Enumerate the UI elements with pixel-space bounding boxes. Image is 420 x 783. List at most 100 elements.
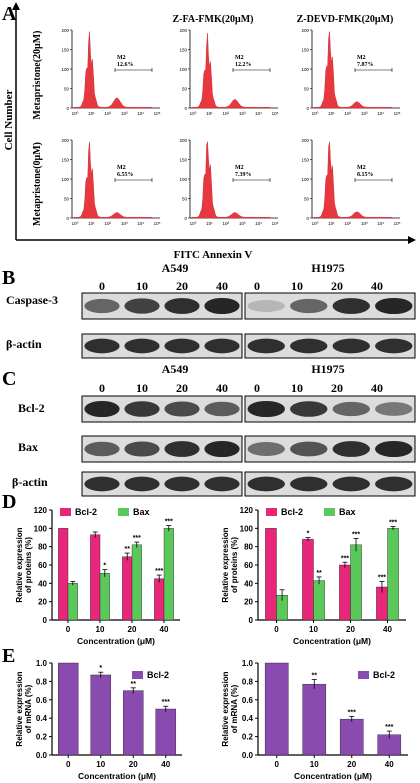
panel-c: A549 H1975 0 10 20 40 0 10 20 40 Bcl-2 Bax β-ac… [12,362,416,497]
histogram-x-tick-label: 10⁰ [190,221,197,226]
significance-mark: ** [131,681,137,688]
histogram-y-tick-label: 150 [179,48,187,53]
histogram-3: 0 50 100 150 200 10⁰ 10¹ 10² 10³ 10⁴ 10⁵ M27.87% [301,28,400,116]
b-dose-labels: 0 10 20 40 0 10 20 40 [99,279,383,293]
chart-y-tick-label: 100 [240,524,254,533]
histogram-y-tick-label: 0 [66,106,69,111]
histogram-x-tick-label: 10⁴ [377,111,384,116]
c-a549-bcl2-band [124,401,160,417]
dose-label: 10 [291,381,303,395]
legend-label-bax: Bax [133,507,150,517]
histogram-x-tick-label: 10¹ [88,111,95,116]
histogram-y-tick-label: 100 [301,67,309,72]
chart-y-label: Relative expression [15,527,24,602]
significance-mark: *** [352,531,360,538]
chart-y-tick-label: 0.6 [36,696,48,705]
b-h1975-bactin-band [332,338,370,354]
significance-mark: *** [378,575,386,582]
bar-bcl-2-0 [58,528,69,621]
dose-label: 20 [331,381,343,395]
significance-mark: * [103,563,106,570]
c-h1975-bcl2-band [247,400,285,418]
histogram-x-tick-label: 10³ [361,111,368,116]
chart-x-label: Concentration (μM) [293,636,371,646]
c-cell-line-a549: A549 [162,362,189,376]
histogram-x-tick-label: 10¹ [206,111,213,116]
legend-label: Bcl-2 [373,670,395,680]
histogram-y-tick-label: 200 [179,138,187,143]
histogram-x-tick-label: 10⁴ [255,221,262,226]
c-a549-bax-band [204,440,240,458]
gate-percent: 12.2% [235,62,252,68]
chart-x-tick-label: 40 [161,760,170,769]
histogram-distribution [191,32,271,109]
bar-bax-0 [67,583,78,621]
histogram-5: 0 50 100 150 200 10⁰ 10¹ 10² 10³ 10⁴ 10⁵ M27.39% [179,138,278,226]
histogram-x-tick-label: 10¹ [328,111,335,116]
chart-y-tick-label: 0 [249,616,254,625]
dose-label: 40 [216,279,228,293]
gate-percent: 8.15% [357,172,374,178]
histogram-y-tick-label: 200 [61,138,69,143]
c-a549-bax-band [84,441,120,457]
b-a549-bactin-band [124,338,160,354]
histogram-x-tick-label: 10² [105,221,112,226]
histogram-distribution [191,141,271,219]
histogram-x-tick-label: 10³ [121,111,128,116]
chart-x-tick-label: 10 [96,760,105,769]
chart-x-tick-label: 10 [309,625,318,634]
chart-y-tick-label: 1.0 [36,659,48,668]
c-blots [81,395,416,497]
bar-bcl-2-10 [90,534,101,621]
panel-a-x-title: FITC Annexin V [174,249,253,261]
histogram-y-tick-label: 200 [179,28,187,33]
bar-bcl-2-20 [339,718,364,756]
panel-a: Cell Number FITC Annexin V Z-FA-FMK(20μM… [3,2,416,261]
b-blots [81,292,416,359]
legend-swatch-bcl-2 [266,508,277,516]
legend-label-bcl-2: Bcl-2 [75,507,97,517]
c-a549-bactin-band [204,476,240,492]
legend-swatch [132,671,143,679]
dose-label: 20 [176,381,188,395]
b-h1975-caspase3-band [332,298,370,314]
panel-b: A549 H1975 0 10 20 40 0 10 20 40 Caspase-3 β-ac… [6,261,416,359]
histogram-x-tick-label: 10³ [121,221,128,226]
bar-bcl-2-10 [90,674,112,756]
histogram-x-tick-label: 10² [105,111,112,116]
gate-label: M2 [235,165,244,171]
legend-label: Bcl-2 [147,670,169,680]
chart-y-tick-label: 120 [240,506,254,515]
chart-y-tick-label: 80 [38,543,47,552]
histogram-x-tick-label: 10⁴ [137,111,144,116]
histogram-x-tick-label: 10² [223,111,230,116]
panel-letter-c: C [2,368,16,390]
bar-bcl-2-0 [57,662,79,756]
histogram-y-tick-label: 100 [61,177,69,182]
histogram-y-tick-label: 200 [61,28,69,33]
chart-y-tick-label: 0.2 [242,733,254,742]
c-a549-bactin-band [124,476,160,492]
b-a549-bactin-band [164,338,200,354]
histogram-distribution [73,141,153,219]
b-a549-caspase3-band [164,298,200,314]
c-cell-line-h1975: H1975 [311,362,344,376]
c-h1975-bax-band [375,440,413,458]
chart-y-tick-label: 0.4 [242,714,254,723]
significance-mark: * [307,531,310,538]
bar-bcl-2-0 [265,528,277,621]
dose-label: 40 [371,279,383,293]
histogram-y-tick-label: 150 [61,158,69,163]
chart-y-tick-label: 20 [244,598,253,607]
c-a549-bax-band [124,441,160,457]
bar-bax-20 [131,544,142,621]
bar-bcl-2-40 [154,578,165,621]
chart-x-tick-label: 40 [383,625,392,634]
histogram-x-tick-label: 10¹ [88,221,95,226]
histogram-x-tick-label: 10⁵ [154,221,161,226]
b-h1975-caspase3-band [247,300,285,312]
bar-bax-40 [387,528,399,621]
bar-bax-10 [99,573,110,621]
